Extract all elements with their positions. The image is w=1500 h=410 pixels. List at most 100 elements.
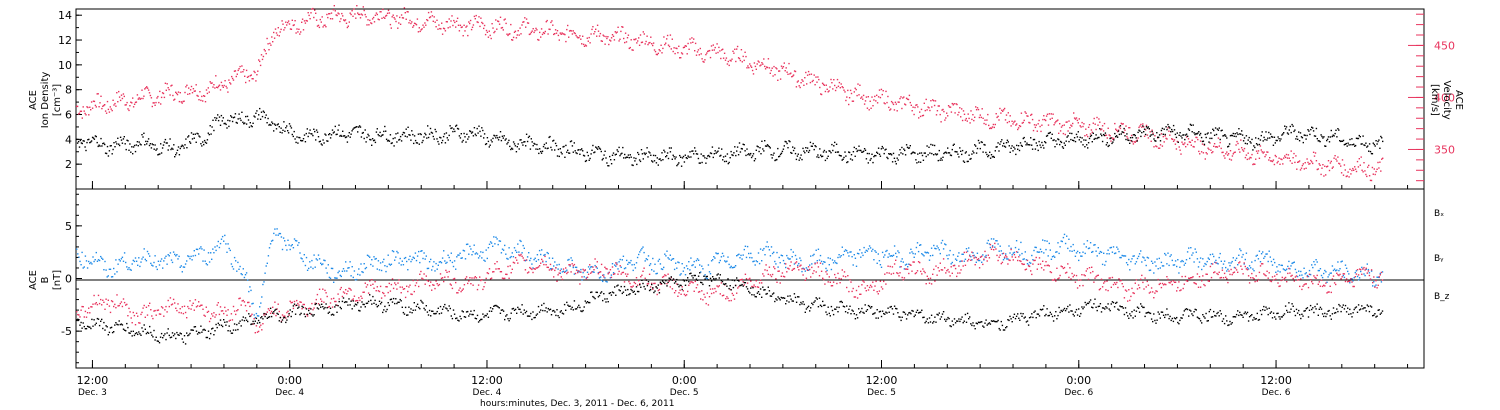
by-series-point (1284, 269, 1287, 272)
bz-series-point (444, 276, 446, 278)
bz-series-point (579, 283, 581, 285)
by-series-point (874, 250, 876, 252)
by-series-point (1108, 253, 1110, 255)
bz-series-point (208, 320, 211, 323)
velocity-series-point (889, 109, 891, 111)
by-series-point (610, 274, 613, 276)
velocity-series-point (783, 62, 785, 64)
by-series-point (928, 259, 931, 261)
by-series-point (606, 281, 608, 283)
by-series-point (825, 267, 827, 270)
velocity-series-point (154, 104, 156, 106)
bz-series-point (219, 306, 222, 308)
bz-series-point (806, 269, 809, 271)
by-series-point (1075, 252, 1078, 254)
velocity-series-point (582, 35, 584, 37)
density-series-point (769, 147, 771, 149)
density-series-point (1320, 134, 1322, 136)
density-series-point (215, 119, 217, 121)
velocity-series-point (343, 20, 346, 22)
density-series-point (531, 141, 533, 143)
density-series-point (516, 146, 518, 148)
bz-series-point (480, 279, 482, 282)
velocity-series-point (274, 28, 277, 30)
velocity-series-point (522, 21, 524, 23)
density-series-point (973, 152, 975, 154)
bz-series-point (275, 314, 277, 317)
bz-series-point (418, 285, 420, 288)
by-series-point (907, 266, 909, 268)
by-series-point (224, 234, 226, 237)
bz-series-point (439, 273, 442, 275)
bz-series-point (150, 309, 152, 311)
by-series-point (1159, 267, 1161, 269)
velocity-series-point (331, 18, 334, 20)
by-series-point (495, 236, 497, 238)
velocity-series-point (1145, 124, 1148, 127)
bz-series-point (727, 297, 729, 300)
bz-series-point (690, 281, 692, 283)
bz-series-point (118, 304, 120, 307)
bz-series-point (801, 268, 803, 270)
velocity-series-point (1083, 123, 1085, 125)
density-series-point (845, 155, 847, 157)
density-series-point (1204, 133, 1206, 136)
by-series-point (706, 278, 708, 280)
velocity-series-point (712, 44, 714, 46)
density-series-point (1166, 128, 1168, 131)
velocity-series-point (1068, 120, 1070, 122)
velocity-series-point (109, 106, 111, 108)
bz-series-point (632, 285, 634, 287)
by-series-point (143, 248, 145, 250)
by-series-point (1137, 255, 1140, 258)
density-series-point (370, 139, 372, 141)
bz-series-point (824, 283, 826, 285)
velocity-series-point (590, 33, 592, 35)
by-series-point (1112, 246, 1115, 248)
density-series-point (649, 152, 651, 154)
velocity-series-point (1342, 174, 1345, 176)
velocity-series-point (177, 91, 180, 93)
by-series-point (78, 256, 80, 258)
density-series-point (605, 157, 607, 159)
density-series-point (1158, 134, 1161, 136)
by-series-point (240, 273, 242, 275)
by-series-point (524, 260, 527, 262)
density-series-point (864, 149, 867, 151)
bz-series-point (627, 273, 629, 275)
density-series-point (886, 156, 888, 159)
bz-series-point (151, 315, 153, 317)
by-series-point (279, 232, 282, 235)
by-series-point (1094, 244, 1096, 246)
density-series-point (277, 123, 279, 125)
velocity-series-point (821, 82, 824, 84)
by-series-point (1325, 271, 1327, 273)
density-series-point (1319, 140, 1321, 143)
velocity-series-point (824, 90, 827, 93)
velocity-series-point (656, 53, 658, 56)
by-series-point (275, 234, 277, 236)
velocity-series-point (640, 41, 643, 44)
density-series-point (395, 133, 397, 135)
bz-series-point (832, 281, 835, 283)
velocity-series-point (440, 28, 442, 30)
bz-series-point (369, 280, 371, 282)
density-series-point (634, 160, 636, 162)
density-series-point (995, 146, 997, 148)
by-series-point (1180, 260, 1182, 263)
velocity-series-point (298, 28, 300, 30)
velocity-series-point (439, 27, 441, 30)
by-series-point (384, 265, 386, 267)
by-series-point (1002, 259, 1005, 261)
density-series-point (77, 140, 80, 143)
by-series-point (774, 260, 776, 263)
bz-series-point (383, 292, 385, 295)
density-series-point (628, 157, 630, 159)
density-series-point (985, 151, 987, 154)
velocity-series-point (763, 58, 765, 60)
density-series-point (1323, 136, 1325, 138)
density-series-point (580, 149, 582, 151)
density-series-point (1117, 130, 1120, 132)
density-series-point (151, 143, 153, 145)
density-series-point (172, 148, 174, 150)
